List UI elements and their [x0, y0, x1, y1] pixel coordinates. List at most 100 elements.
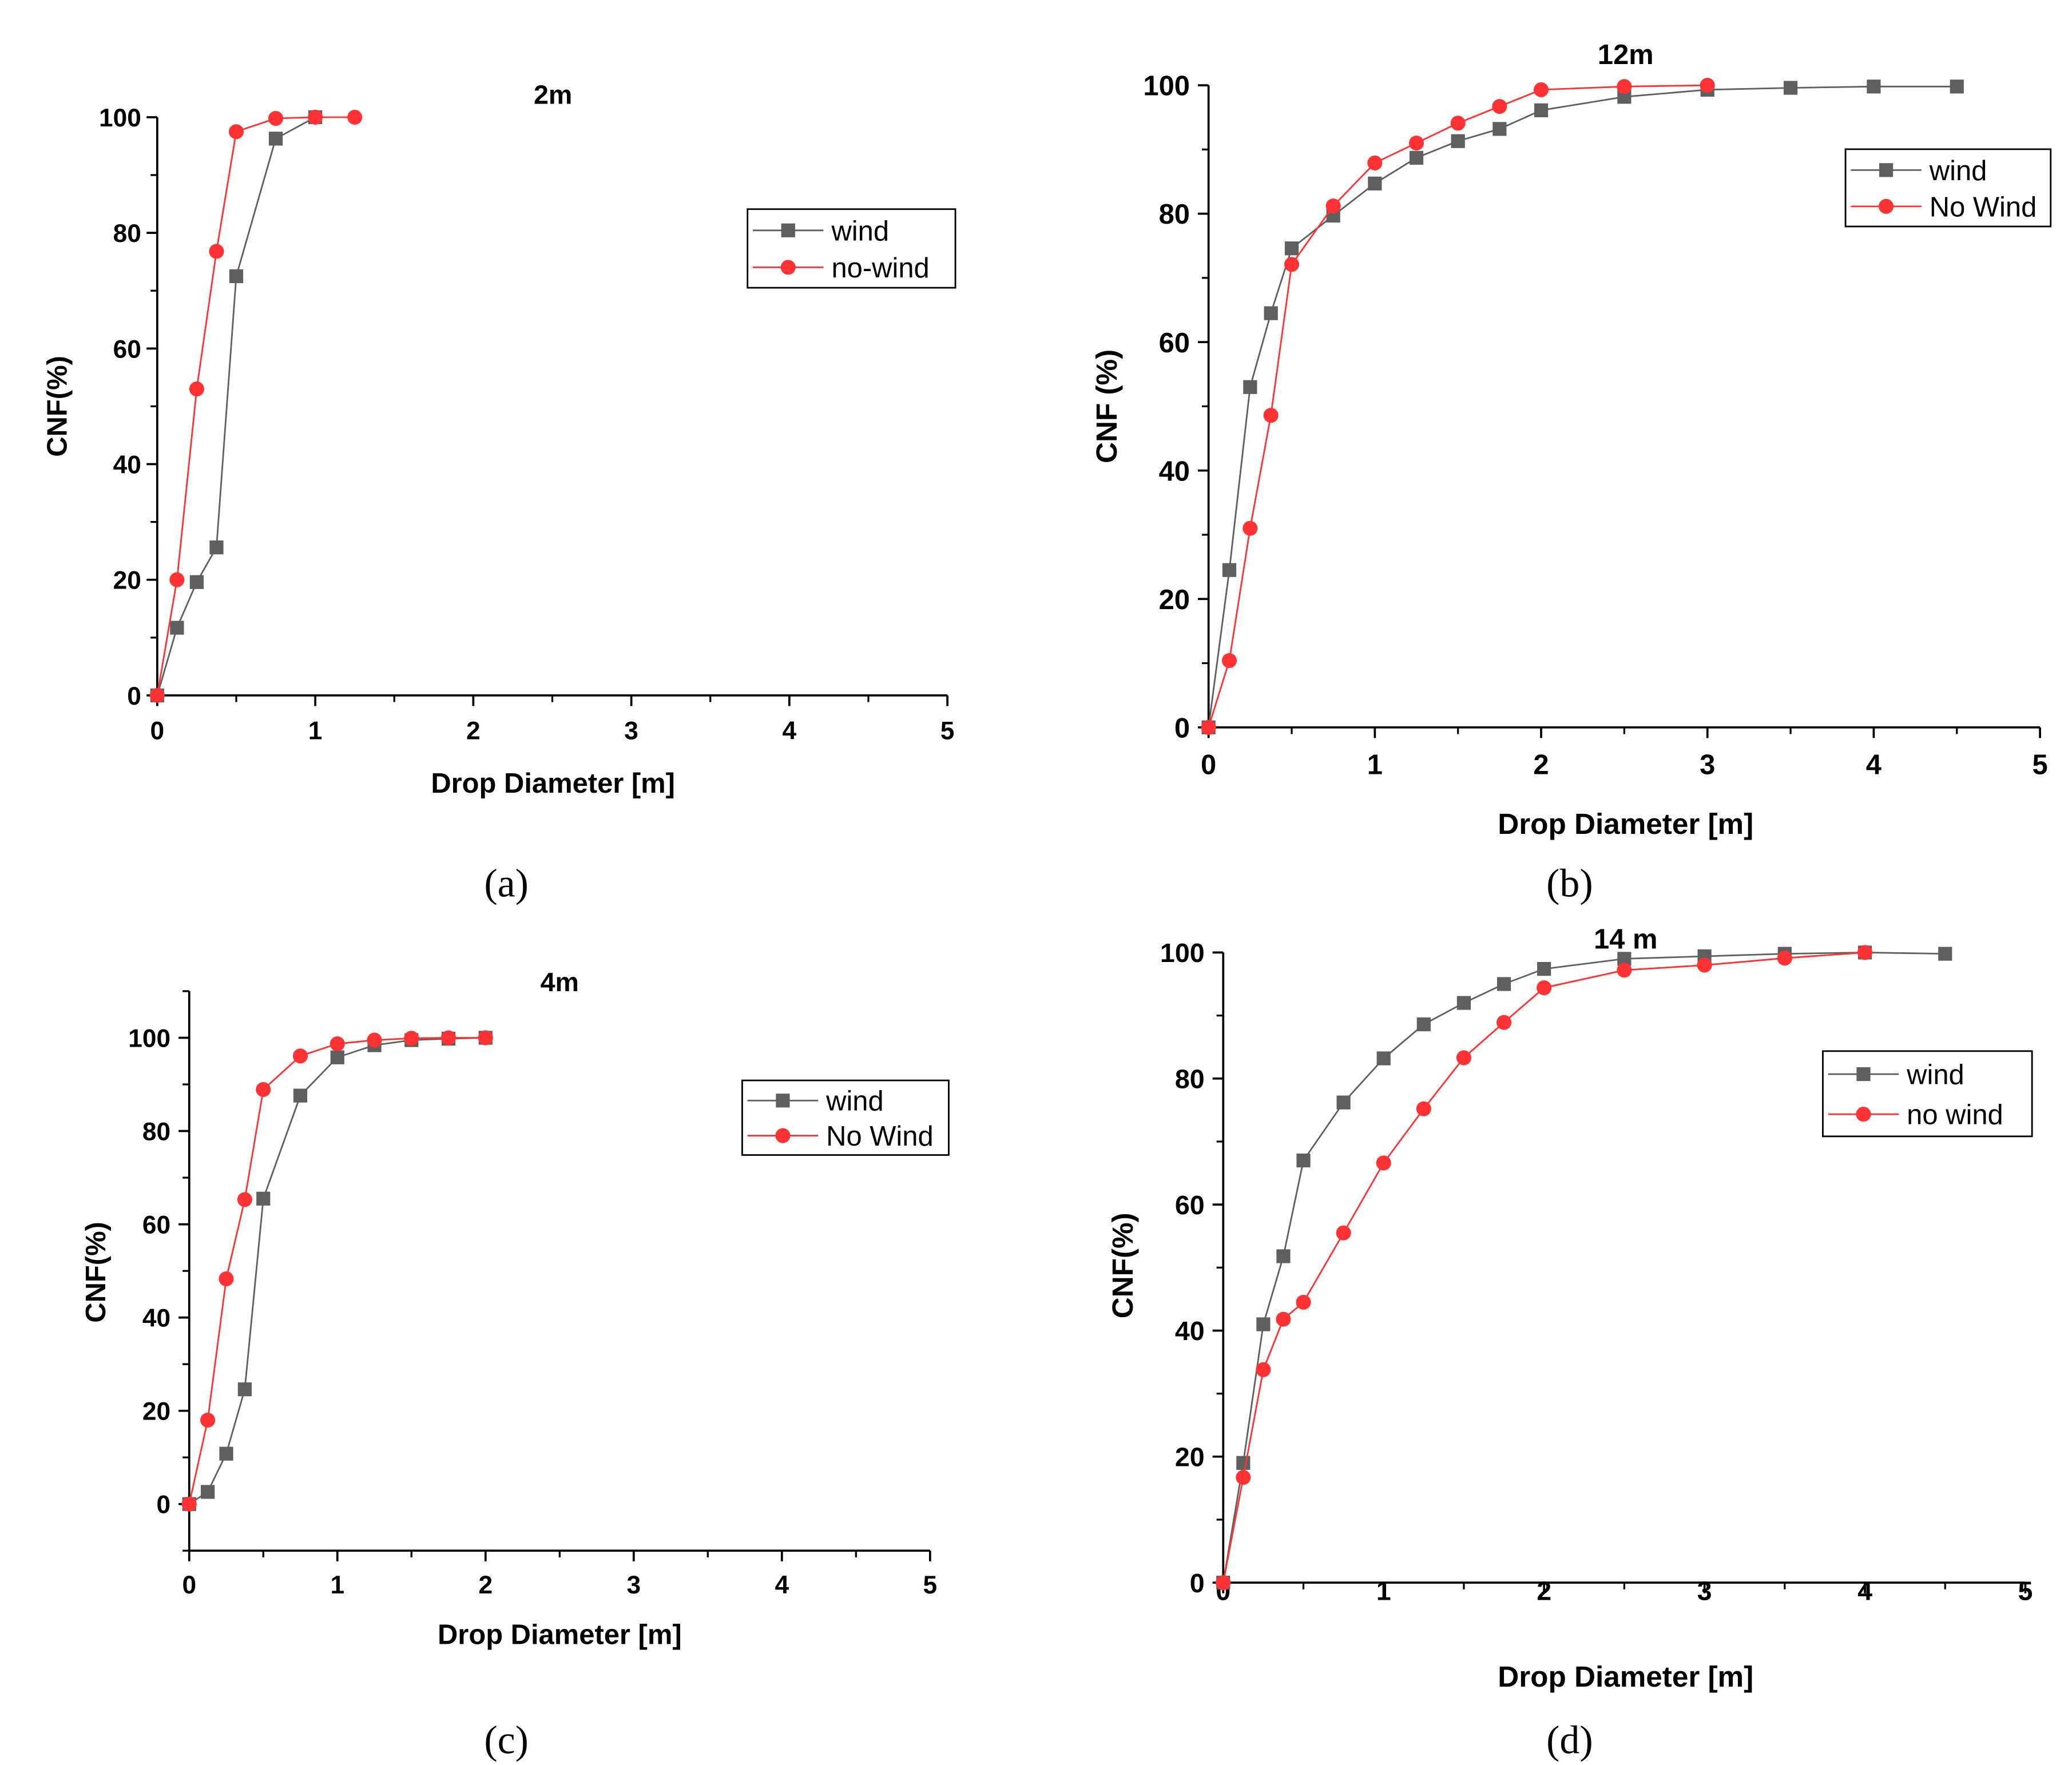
x-tick-label: 0 [150, 717, 165, 745]
data-point [1416, 1017, 1431, 1032]
y-tick-label: 60 [1175, 1190, 1205, 1220]
legend-box [1844, 148, 2052, 228]
data-point [1496, 1015, 1512, 1030]
legend: wind no-wind [747, 208, 956, 289]
data-point [189, 575, 204, 589]
data-point [1336, 1225, 1351, 1241]
y-axis-label: CNF(%) [1106, 1213, 1139, 1318]
data-point [1376, 1155, 1391, 1171]
y-tick-label: 0 [1174, 713, 1190, 744]
x-tick-label: 1 [1376, 1576, 1391, 1605]
x-tick-label: 1 [308, 717, 323, 745]
series-line [1208, 85, 1957, 728]
y-tick-label: 100 [128, 1024, 170, 1052]
y-tick-label: 0 [1190, 1568, 1205, 1598]
data-point [404, 1031, 419, 1046]
legend-label: wind [831, 216, 889, 247]
data-point [200, 1412, 216, 1428]
data-point [228, 124, 244, 140]
data-point [330, 1036, 345, 1052]
x-tick-label: 4 [783, 717, 797, 745]
y-tick-label: 20 [142, 1398, 170, 1426]
x-axis-label: Drop Diameter [m] [1498, 808, 1753, 840]
y-tick-label: 100 [1160, 938, 1205, 968]
data-point [1456, 1050, 1471, 1066]
x-tick-label: 5 [940, 717, 955, 745]
x-tick-label: 2 [1533, 749, 1549, 780]
y-tick-label: 80 [1175, 1064, 1205, 1094]
data-point [1336, 1095, 1351, 1110]
y-tick-label: 40 [142, 1305, 170, 1333]
y-tick-label: 0 [157, 1491, 171, 1519]
data-point [1284, 241, 1299, 256]
x-tick-label: 4 [775, 1571, 789, 1599]
panel-caption: (a) [484, 862, 529, 906]
data-point [1867, 79, 1881, 94]
data-point [1697, 957, 1712, 973]
x-tick-label: 3 [1697, 1576, 1712, 1605]
data-point [1256, 1317, 1271, 1331]
legend-label: no-wind [831, 253, 929, 284]
x-tick-label: 5 [923, 1571, 938, 1599]
x-tick-label: 3 [1700, 749, 1715, 780]
x-tick-label: 5 [2018, 1576, 2033, 1605]
data-point [1617, 963, 1632, 978]
legend-box [741, 1079, 950, 1156]
chart-title: 14 m [1594, 924, 1657, 955]
data-point [229, 269, 244, 284]
data-point [201, 1485, 215, 1499]
series-line [156, 116, 316, 696]
data-point [237, 1382, 252, 1397]
legend-label: wind [825, 1086, 884, 1117]
x-tick-label: 3 [624, 717, 638, 745]
data-point [1296, 1294, 1311, 1310]
x-tick-label: 0 [1201, 749, 1216, 780]
data-point [330, 1050, 344, 1064]
data-point [1408, 136, 1424, 151]
legend-marker [781, 223, 795, 237]
data-point [1276, 1249, 1291, 1263]
series-wind [1201, 79, 1964, 734]
legend-label: no wind [1907, 1100, 2003, 1131]
y-tick-label: 60 [142, 1211, 170, 1239]
x-axis-label: Drop Diameter [m] [438, 1619, 682, 1650]
data-point [209, 244, 224, 259]
data-point [440, 1030, 457, 1046]
y-tick-label: 20 [1175, 1442, 1205, 1472]
x-tick-label: 4 [1866, 749, 1882, 780]
data-point [367, 1032, 382, 1048]
data-point [268, 110, 284, 126]
y-tick-label: 80 [142, 1118, 170, 1146]
legend: wind No Wind [741, 1079, 950, 1156]
y-tick-label: 80 [113, 220, 141, 248]
series-line [188, 1037, 486, 1505]
series-line [1222, 951, 1946, 1583]
data-point [1376, 1051, 1391, 1066]
data-point [237, 1192, 252, 1207]
x-tick-label: 1 [330, 1571, 344, 1599]
data-point [1617, 79, 1632, 94]
data-point [1325, 198, 1341, 214]
x-tick-label: 1 [1367, 749, 1383, 780]
data-point [292, 1048, 308, 1064]
series-no-wind [1216, 945, 1873, 1591]
data-point [1409, 150, 1424, 165]
data-point [1264, 306, 1278, 320]
y-axis-label: CNF(%) [42, 356, 73, 457]
x-tick-label: 5 [2032, 749, 2047, 780]
data-point [1700, 78, 1715, 93]
data-point [1777, 951, 1792, 966]
data-point [1497, 977, 1511, 991]
data-point [308, 109, 323, 125]
data-point [1783, 81, 1798, 95]
data-point [347, 109, 363, 125]
data-point [1201, 719, 1216, 735]
legend-label: wind [1929, 156, 1987, 186]
legend-marker [1856, 1067, 1871, 1082]
legend-marker [1879, 163, 1894, 177]
y-tick-label: 80 [1159, 199, 1190, 230]
series-wind [150, 110, 323, 702]
legend-marker [1879, 198, 1894, 214]
data-point [1276, 1311, 1291, 1327]
data-point [1451, 134, 1465, 148]
